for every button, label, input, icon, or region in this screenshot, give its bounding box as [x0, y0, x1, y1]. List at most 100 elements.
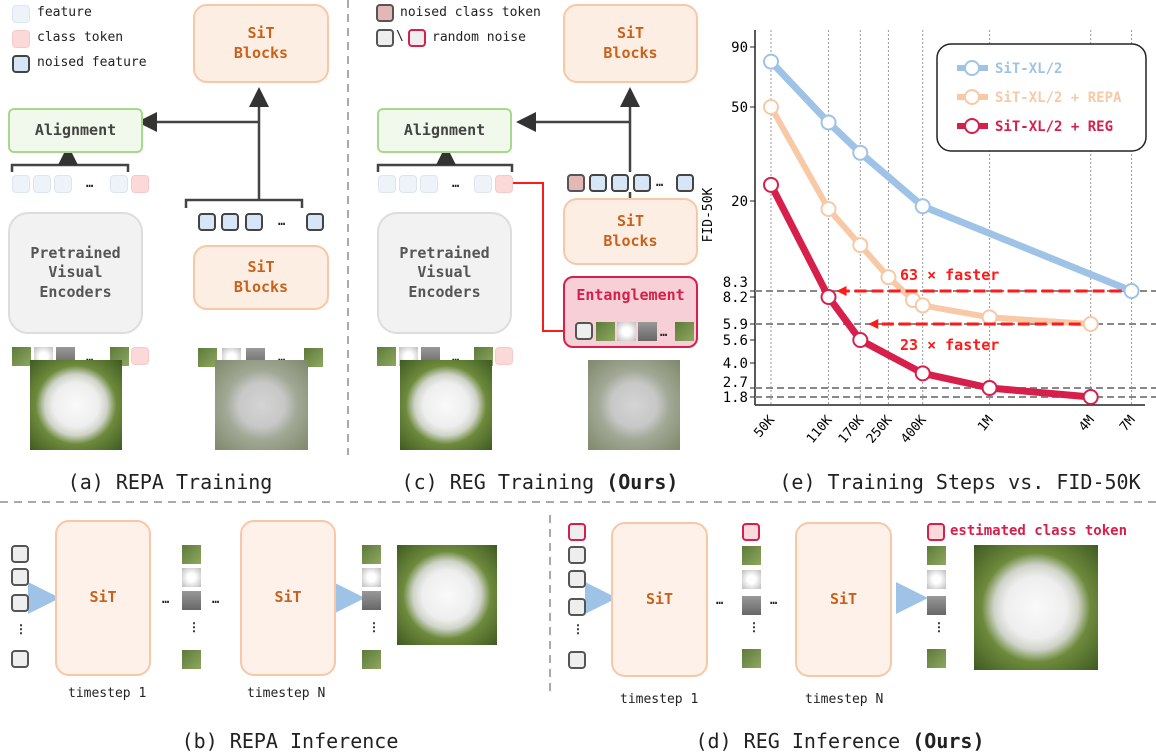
class-token [131, 175, 149, 193]
separators [0, 0, 1156, 692]
legend-marker [964, 89, 980, 105]
ellipsis: … [660, 325, 668, 339]
y-tick-label: 90 [731, 40, 748, 56]
feature-token [474, 175, 492, 193]
noise-token [11, 650, 29, 668]
y-tick-label: 4.0 [723, 356, 748, 372]
image-patch [182, 591, 201, 610]
image-patch [362, 591, 381, 610]
ellipsis: … [212, 592, 220, 606]
image-patch [675, 322, 694, 341]
ellipsis: … [86, 176, 94, 190]
legend-feature-label: feature [37, 5, 92, 20]
data-point [852, 144, 869, 161]
series-line [767, 183, 1092, 401]
legend-separator: \ [396, 29, 404, 44]
feature-token [420, 175, 438, 193]
noise-token [11, 594, 29, 612]
image-patch [742, 649, 761, 668]
legend-random-noise-label: random noise [432, 30, 526, 45]
image-patch [198, 348, 217, 367]
ellipsis: … [452, 176, 460, 190]
caption-d: (d) REG Inference (Ours) [695, 729, 985, 753]
image-patch [927, 570, 946, 589]
sit-timestep-1-d: SiT [611, 522, 708, 677]
sit-blocks-top-a: SiT Blocks [193, 4, 329, 83]
data-point [880, 269, 897, 286]
series-line [768, 105, 1091, 327]
y-tick-label: 50 [731, 100, 748, 116]
legend-noised-feature-label: noised feature [37, 55, 147, 70]
timestep-1-label: timestep 1 [68, 686, 147, 701]
feature-token [399, 175, 417, 193]
sit-timestep-n-b: SiT [240, 520, 336, 676]
noised-feature-token [221, 213, 239, 231]
dog-image-noisy [215, 360, 308, 450]
dog-image-generated [974, 545, 1098, 670]
feature-token [110, 175, 128, 193]
vertical-ellipsis: ⋮ [748, 620, 760, 634]
y-tick-label: 2.7 [723, 375, 748, 391]
arrow-head [836, 286, 847, 296]
y-tick-label: 1.8 [723, 390, 748, 406]
noise-token [11, 545, 29, 563]
speedup-label: 63 × faster [900, 266, 999, 284]
image-patch [617, 322, 636, 341]
feature-token [54, 175, 72, 193]
data-point [1123, 283, 1140, 299]
caption-c: (c) REG Training (Ours) [401, 470, 679, 494]
vertical-ellipsis: ⋮ [15, 622, 27, 636]
data-point [1082, 316, 1099, 332]
sit-timestep-1-b: SiT [55, 520, 151, 676]
image-patch [927, 546, 946, 565]
feature-token [12, 175, 30, 193]
legend-marker [964, 118, 980, 134]
speedup-label: 23 × faster [900, 336, 999, 354]
class-token-intermediate [742, 523, 760, 541]
image-patch [927, 596, 946, 615]
y-tick-label: 8.2 [723, 290, 748, 306]
connectors-c [376, 87, 640, 337]
legend-entry: SiT-XL/2 + REPA [995, 90, 1122, 106]
image-patch [742, 570, 761, 589]
feature-token [33, 175, 51, 193]
x-tick-label: 250K [864, 413, 896, 447]
timestep-n-label: timestep N [805, 692, 884, 707]
x-tick-label: 1M [975, 413, 997, 435]
data-point [914, 297, 931, 314]
x-tick-label: 7M [1117, 413, 1139, 435]
noised-feature-token [611, 174, 629, 192]
ellipsis: … [716, 593, 724, 607]
alignment-box-a: Alignment [8, 108, 143, 153]
vertical-ellipsis: ⋮ [933, 620, 945, 634]
data-point [981, 380, 998, 396]
image-patch [742, 596, 761, 615]
vertical-ellipsis: ⋮ [368, 620, 380, 634]
dog-image-noisy [588, 360, 680, 450]
ellipsis: … [278, 214, 286, 228]
ellipsis: … [162, 592, 170, 606]
data-point [914, 365, 931, 382]
image-patch [742, 546, 761, 565]
pretrained-encoder-a: Pretrained Visual Encoders [8, 212, 143, 334]
class-token [495, 347, 513, 365]
y-tick-label: 8.3 [723, 275, 748, 291]
noise-token [575, 322, 593, 340]
vertical-ellipsis: ⋮ [188, 620, 200, 634]
legend-class-token-swatch [12, 30, 30, 48]
noise-class-token [568, 523, 586, 541]
class-token [495, 175, 513, 193]
estimated-class-token-label: estimated class token [950, 523, 1128, 539]
ellipsis: … [278, 350, 286, 364]
noised-feature-token [589, 174, 607, 192]
data-point [981, 309, 998, 326]
data-point [852, 237, 869, 254]
image-patch [638, 322, 657, 341]
caption-e: (e) Training Steps vs. FID-50K [779, 470, 1141, 494]
dog-image-generated [397, 545, 497, 645]
legend-random-noise-swatch [376, 29, 394, 47]
dog-image-clean [400, 360, 492, 450]
noise-token [568, 651, 586, 669]
image-patch [377, 347, 396, 366]
